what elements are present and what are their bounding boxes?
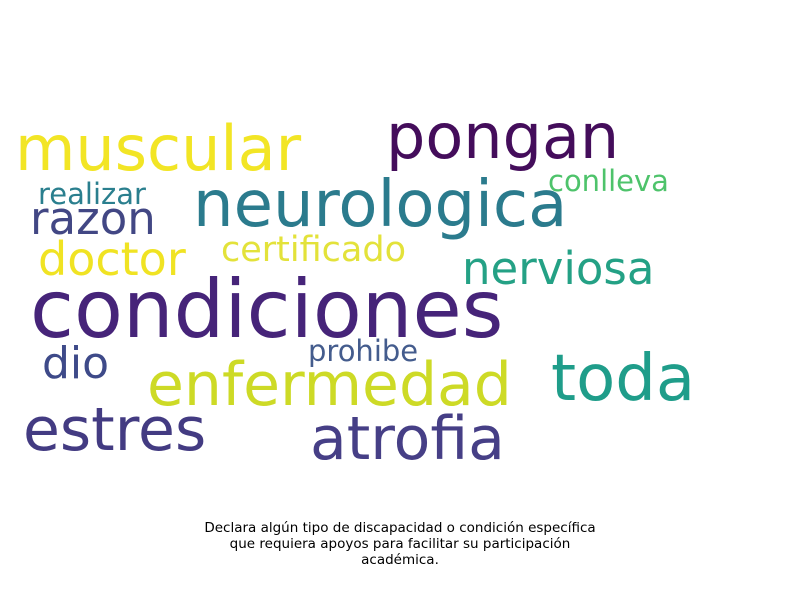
word-nerviosa: nerviosa xyxy=(462,242,655,295)
word-doctor: doctor xyxy=(38,232,186,286)
word-atrofia: atrofia xyxy=(310,404,505,474)
word-prohibe: prohibe xyxy=(308,334,419,368)
word-toda: toda xyxy=(551,342,696,416)
figure-caption: Declara algún tipo de discapacidad o con… xyxy=(150,520,650,568)
word-muscular: muscular xyxy=(15,112,302,185)
caption-line-2: que requiera apoyos para facilitar su pa… xyxy=(229,536,571,552)
word-razon: razon xyxy=(30,192,156,245)
word-dio: dio xyxy=(42,338,110,389)
word-realizar: realizar xyxy=(38,177,146,211)
word-enfermedad: enfermedad xyxy=(147,350,512,420)
word-condiciones: condiciones xyxy=(30,263,504,356)
word-certificado: certificado xyxy=(221,230,406,270)
word-conlleva: conlleva xyxy=(548,164,669,198)
word-estres: estres xyxy=(23,395,207,465)
word-pongan: pongan xyxy=(386,100,620,173)
caption-line-3: académica. xyxy=(361,552,439,568)
word-neurologica: neurologica xyxy=(193,168,568,242)
caption-line-1: Declara algún tipo de discapacidad o con… xyxy=(204,520,596,536)
